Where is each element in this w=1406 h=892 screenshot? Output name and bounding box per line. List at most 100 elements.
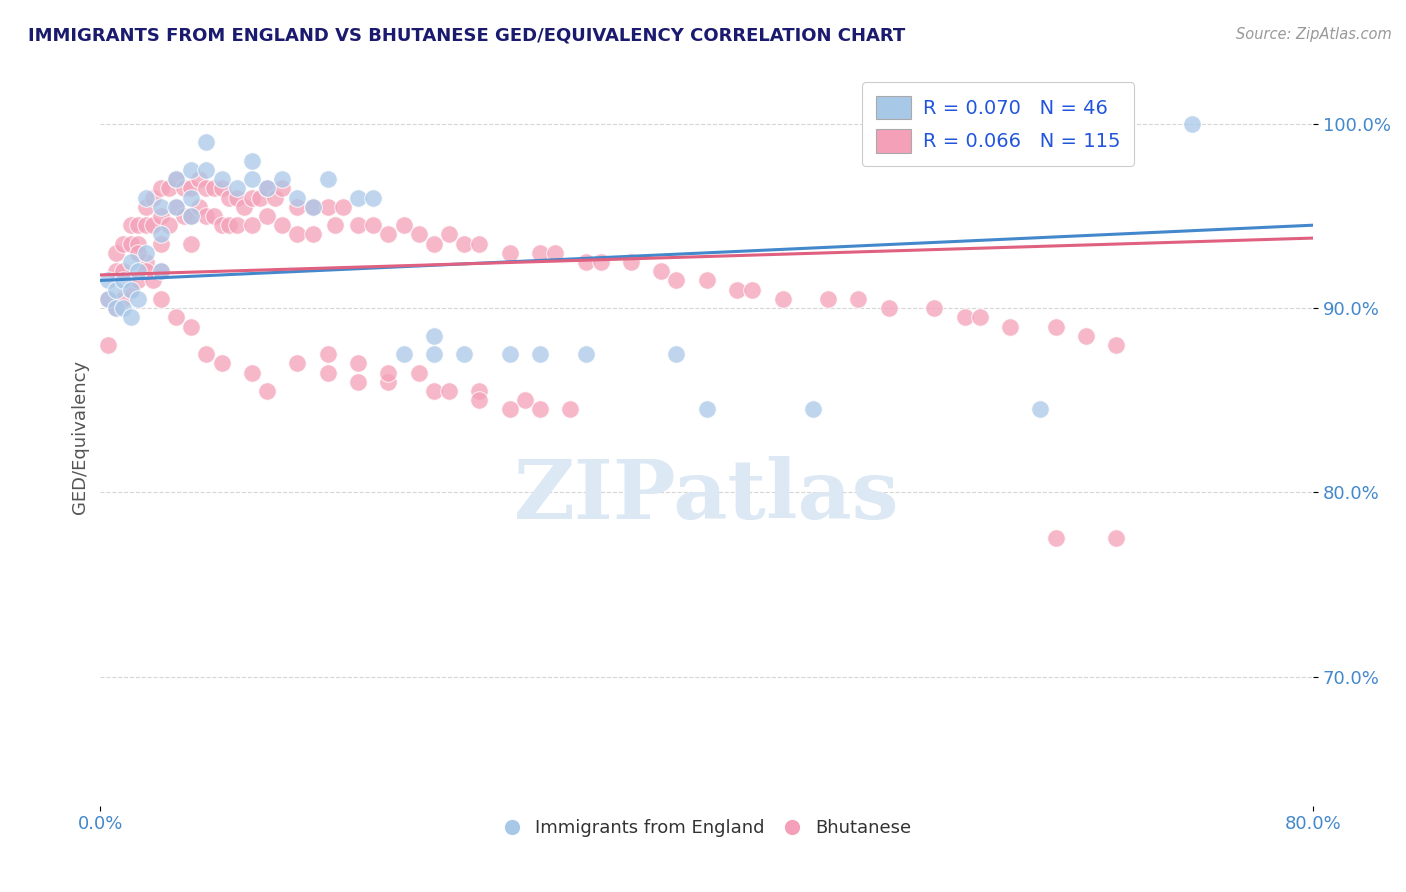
Point [165, 172, 187, 186]
Point [423, 236, 446, 251]
Point [112, 236, 135, 251]
Point [423, 384, 446, 398]
Point [233, 200, 256, 214]
Point [560, 402, 582, 417]
Point [150, 181, 173, 195]
Point [180, 209, 202, 223]
Point [104, 301, 127, 315]
Point [696, 273, 718, 287]
Point [225, 218, 247, 232]
Point [347, 375, 370, 389]
Point [135, 264, 157, 278]
Point [135, 218, 157, 232]
Point [240, 190, 263, 204]
Point [468, 236, 491, 251]
Point [1105, 532, 1128, 546]
Point [142, 190, 165, 204]
Point [499, 245, 522, 260]
Legend: Immigrants from England, Bhutanese: Immigrants from England, Bhutanese [495, 812, 918, 845]
Point [120, 283, 142, 297]
Point [211, 181, 233, 195]
Point [423, 347, 446, 361]
Point [347, 356, 370, 370]
Point [195, 162, 218, 177]
Point [120, 255, 142, 269]
Point [195, 209, 218, 223]
Point [97, 292, 120, 306]
Point [271, 172, 294, 186]
Point [97, 338, 120, 352]
Point [225, 190, 247, 204]
Point [271, 218, 294, 232]
Point [301, 227, 323, 242]
Point [180, 209, 202, 223]
Point [218, 218, 240, 232]
Point [195, 135, 218, 149]
Point [801, 402, 824, 417]
Point [180, 181, 202, 195]
Point [316, 366, 339, 380]
Point [529, 245, 551, 260]
Point [529, 347, 551, 361]
Point [195, 181, 218, 195]
Point [120, 283, 142, 297]
Point [211, 356, 233, 370]
Point [741, 283, 763, 297]
Point [361, 190, 384, 204]
Point [1074, 328, 1097, 343]
Point [287, 227, 309, 242]
Point [240, 172, 263, 186]
Point [127, 236, 149, 251]
Point [574, 255, 596, 269]
Point [120, 310, 142, 325]
Point [173, 209, 195, 223]
Point [135, 200, 157, 214]
Text: IMMIGRANTS FROM ENGLAND VS BHUTANESE GED/EQUIVALENCY CORRELATION CHART: IMMIGRANTS FROM ENGLAND VS BHUTANESE GED… [28, 27, 905, 45]
Point [142, 273, 165, 287]
Point [332, 200, 354, 214]
Point [922, 301, 945, 315]
Point [574, 347, 596, 361]
Point [240, 366, 263, 380]
Point [150, 227, 173, 242]
Point [218, 190, 240, 204]
Point [97, 273, 120, 287]
Point [256, 384, 278, 398]
Point [1105, 338, 1128, 352]
Point [877, 301, 900, 315]
Point [187, 200, 209, 214]
Point [263, 190, 285, 204]
Point [112, 264, 135, 278]
Point [97, 292, 120, 306]
Point [1181, 117, 1204, 131]
Point [377, 227, 399, 242]
Point [316, 172, 339, 186]
Point [650, 264, 672, 278]
Point [157, 181, 180, 195]
Point [347, 190, 370, 204]
Point [135, 255, 157, 269]
Point [361, 218, 384, 232]
Point [104, 283, 127, 297]
Point [240, 218, 263, 232]
Point [127, 292, 149, 306]
Text: ZIPatlas: ZIPatlas [515, 456, 900, 536]
Point [423, 328, 446, 343]
Point [150, 236, 173, 251]
Point [377, 375, 399, 389]
Point [135, 190, 157, 204]
Point [316, 200, 339, 214]
Point [225, 181, 247, 195]
Point [127, 273, 149, 287]
Point [953, 310, 976, 325]
Point [120, 218, 142, 232]
Point [468, 384, 491, 398]
Point [112, 292, 135, 306]
Point [408, 366, 430, 380]
Point [499, 402, 522, 417]
Point [301, 200, 323, 214]
Point [725, 283, 748, 297]
Point [620, 255, 643, 269]
Point [408, 227, 430, 242]
Point [301, 200, 323, 214]
